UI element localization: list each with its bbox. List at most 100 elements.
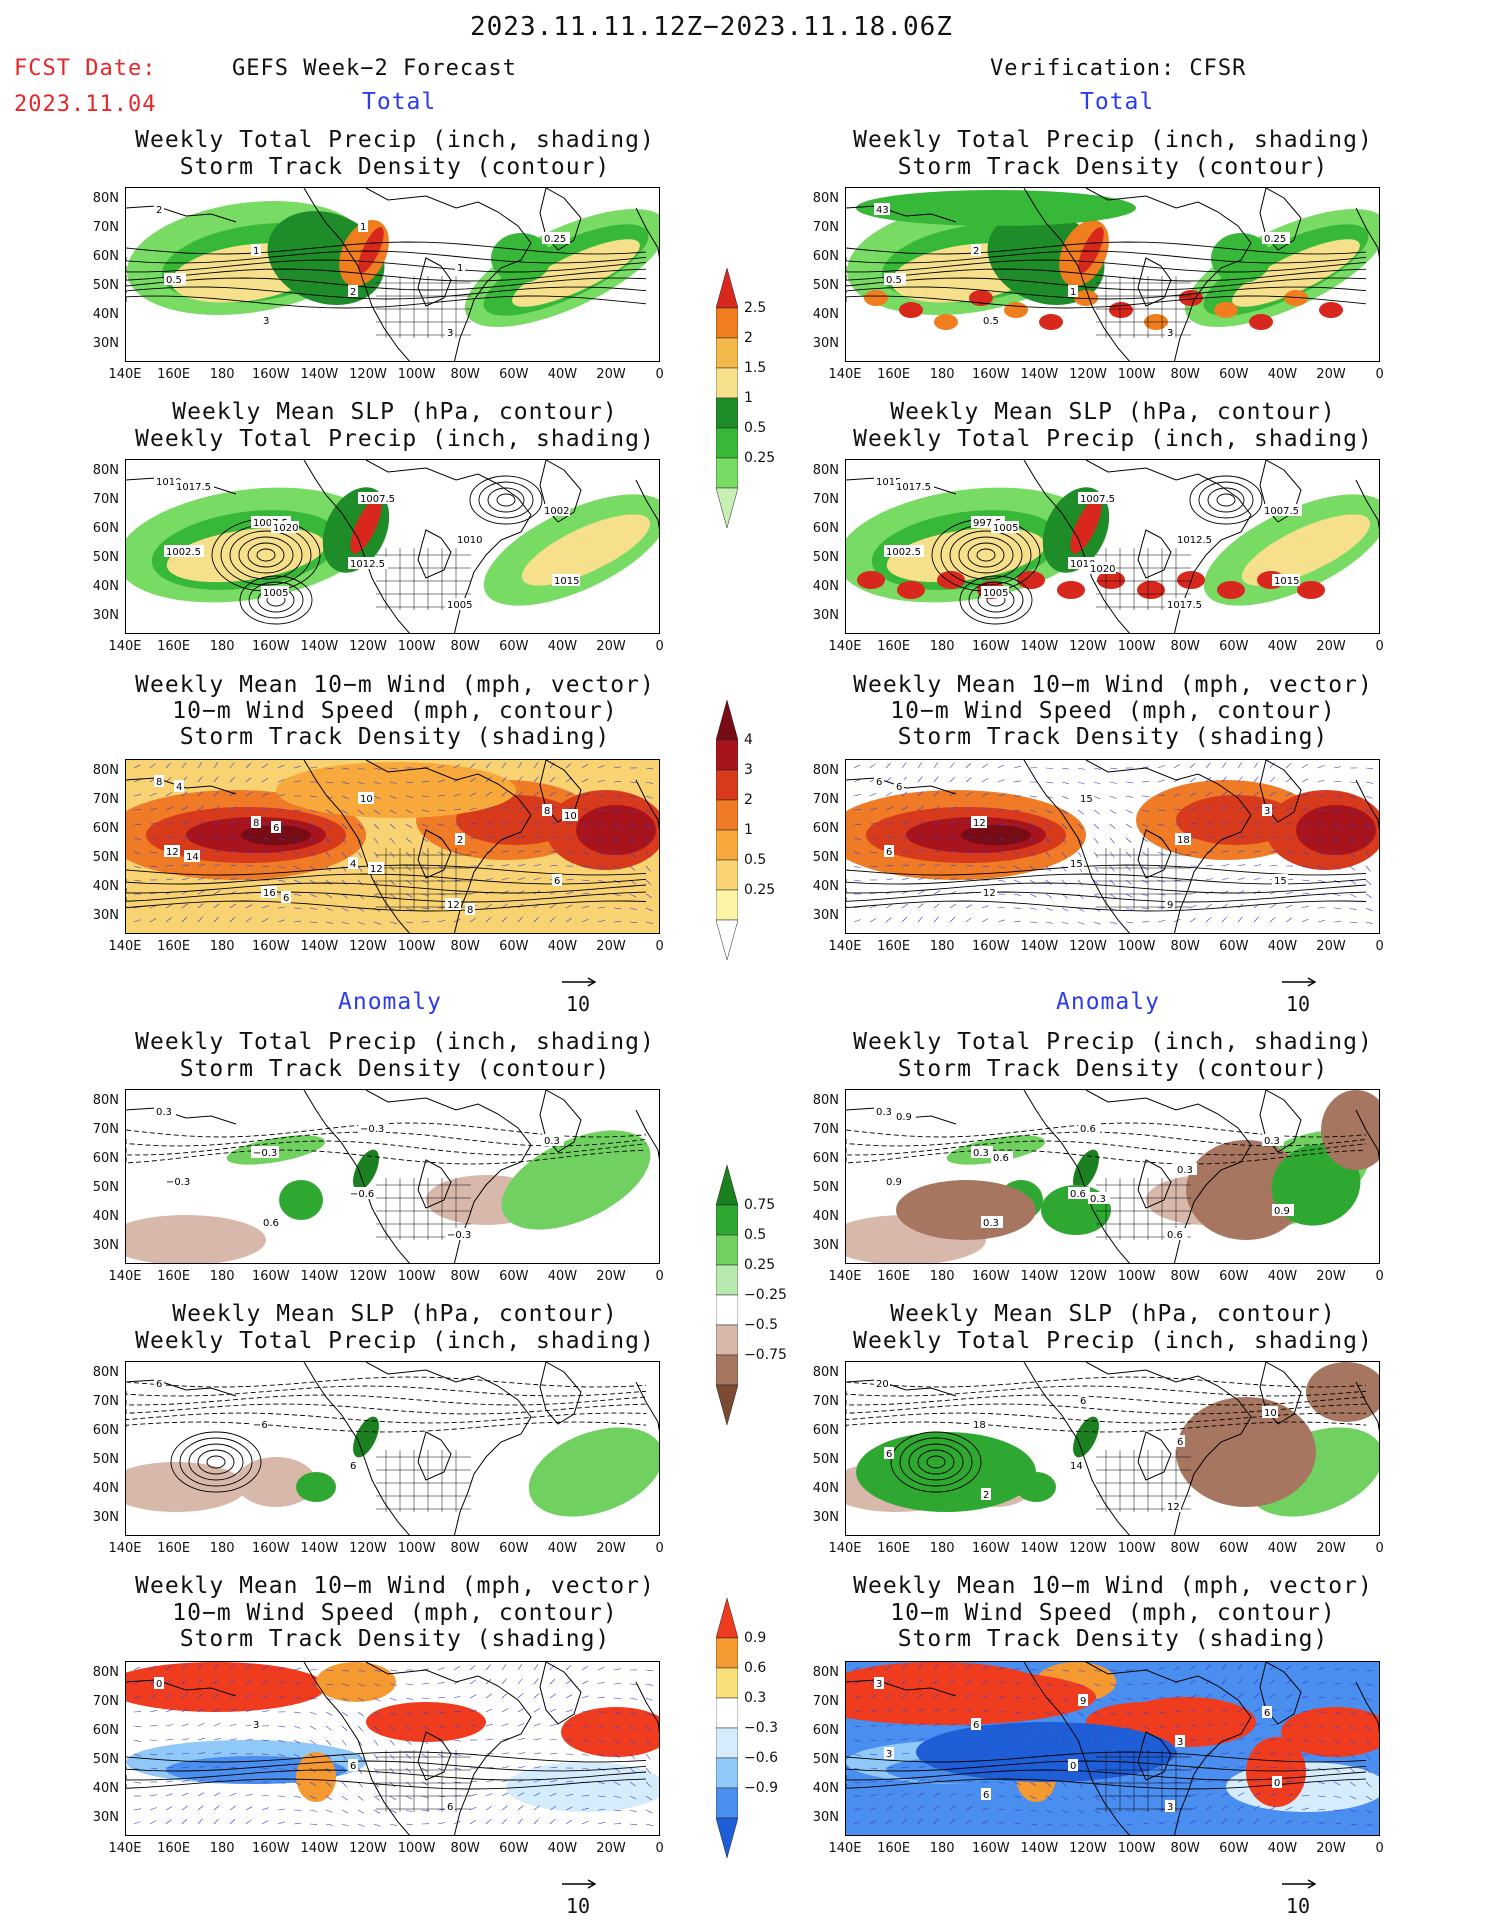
wind-vector bbox=[197, 1723, 205, 1727]
wind-vector bbox=[613, 1725, 621, 1730]
wind-vector bbox=[485, 1693, 492, 1699]
svg-text:6: 6 bbox=[1264, 1708, 1270, 1719]
shaded-region bbox=[506, 1762, 659, 1812]
longitude-tick-label: 160W bbox=[971, 1541, 1010, 1556]
contour-label: 0.25 bbox=[542, 232, 570, 245]
wind-vector bbox=[853, 1753, 861, 1757]
shaded-region bbox=[353, 1416, 379, 1458]
wind-vector bbox=[517, 1737, 525, 1741]
wind-vector bbox=[133, 837, 141, 840]
longitude-tick-label: 20W bbox=[596, 367, 626, 382]
wind-vector bbox=[133, 851, 141, 855]
wind-vector bbox=[1317, 865, 1325, 869]
wind-vector bbox=[949, 1738, 957, 1741]
wind-vector bbox=[997, 906, 1005, 909]
wind-vector bbox=[981, 1695, 989, 1699]
closed-contour bbox=[967, 542, 1005, 568]
wind-vector bbox=[997, 1666, 1005, 1671]
wind-vector bbox=[485, 1723, 493, 1727]
wind-vector bbox=[389, 837, 395, 844]
wind-vector bbox=[597, 837, 605, 841]
latitude-tick-label: 50N bbox=[92, 1752, 119, 1767]
svg-text:15: 15 bbox=[1274, 876, 1287, 887]
wind-vector bbox=[197, 890, 205, 895]
wind-vector bbox=[1029, 767, 1038, 769]
contour-label: 0.9 bbox=[1272, 1204, 1294, 1217]
wind-vector bbox=[165, 1724, 173, 1727]
wind-vector bbox=[261, 851, 269, 854]
wind-vector bbox=[1349, 795, 1357, 798]
colorbar-tick-label: 0.25 bbox=[744, 450, 776, 466]
longitude-tick-label: 140E bbox=[108, 1541, 142, 1556]
wind-vector bbox=[629, 795, 637, 798]
wind-vector bbox=[1237, 1693, 1244, 1699]
coastline bbox=[635, 1681, 659, 1733]
coastline bbox=[1137, 529, 1172, 579]
wind-vector bbox=[293, 893, 301, 896]
vector-reference-left-total: 10 bbox=[560, 968, 620, 1016]
wind-vector bbox=[1205, 904, 1213, 909]
contour-label: 18 bbox=[971, 1418, 987, 1431]
colorbar-swatch bbox=[715, 889, 739, 921]
wind-vector bbox=[629, 823, 637, 829]
anomaly-contour bbox=[846, 1394, 1367, 1406]
wind-vector bbox=[197, 1738, 205, 1741]
wind-vector bbox=[1125, 1683, 1134, 1685]
wind-vector bbox=[1301, 1767, 1309, 1770]
wind-vector bbox=[581, 1795, 590, 1797]
svg-text:0.6: 0.6 bbox=[263, 1218, 279, 1229]
wind-vector bbox=[981, 778, 989, 783]
wind-vector bbox=[1365, 1795, 1372, 1801]
wind-vector bbox=[197, 916, 203, 923]
wind-vector bbox=[965, 904, 973, 909]
contour-label: 8 bbox=[465, 903, 475, 916]
wind-vector bbox=[981, 1710, 989, 1713]
wind-vector bbox=[1301, 865, 1309, 868]
wind-vector bbox=[341, 795, 349, 800]
latitude-tick-label: 60N bbox=[812, 821, 839, 836]
wind-vector bbox=[965, 807, 973, 811]
wind-vector bbox=[1045, 851, 1051, 858]
wind-vector bbox=[341, 1669, 349, 1672]
wind-vector bbox=[645, 865, 651, 872]
wind-vector bbox=[389, 893, 396, 899]
wind-vector bbox=[405, 865, 412, 872]
wind-vector bbox=[933, 821, 941, 825]
wind-vector bbox=[389, 1697, 397, 1701]
longitude-tick-label: 160E bbox=[157, 639, 191, 654]
wind-vector bbox=[885, 1819, 892, 1825]
wind-vector bbox=[1013, 1795, 1021, 1798]
coastline bbox=[1137, 257, 1172, 307]
date-range-title: 2023.11.11.12Z−2023.11.18.06Z bbox=[470, 12, 953, 42]
coastline bbox=[365, 1362, 532, 1535]
wind-vector bbox=[517, 1752, 525, 1755]
anomaly-contour bbox=[126, 1385, 647, 1397]
wind-vector bbox=[309, 1711, 317, 1715]
wind-vector bbox=[853, 1696, 861, 1699]
shaded-region bbox=[528, 1427, 659, 1517]
colorbar-tick-label: 1 bbox=[744, 822, 753, 838]
svg-text:1012.5: 1012.5 bbox=[1177, 535, 1212, 546]
wind-vector bbox=[1013, 765, 1021, 769]
wind-vector bbox=[581, 1680, 589, 1685]
longitude-tick-label: 20W bbox=[1316, 939, 1346, 954]
coastline bbox=[846, 777, 957, 795]
longitude-tick-label: 140E bbox=[108, 367, 142, 382]
wind-vector bbox=[213, 776, 219, 783]
wind-vector bbox=[501, 864, 509, 867]
wind-vector bbox=[149, 792, 157, 797]
wind-vector bbox=[149, 1710, 157, 1713]
coastline bbox=[1137, 1731, 1172, 1781]
wind-vector bbox=[933, 850, 941, 853]
wind-vector bbox=[629, 1767, 636, 1773]
shaded-region bbox=[1176, 1397, 1316, 1507]
closed-contour bbox=[469, 475, 543, 525]
wind-vector bbox=[229, 916, 236, 923]
coastline bbox=[417, 1431, 452, 1481]
wind-vector bbox=[165, 807, 173, 811]
longitude-tick-label: 80W bbox=[1170, 1269, 1200, 1284]
wind-vector bbox=[1365, 907, 1373, 912]
wind-vector bbox=[869, 1753, 877, 1756]
contour-label: 0.5 bbox=[164, 273, 186, 286]
wind-vector bbox=[405, 921, 413, 924]
